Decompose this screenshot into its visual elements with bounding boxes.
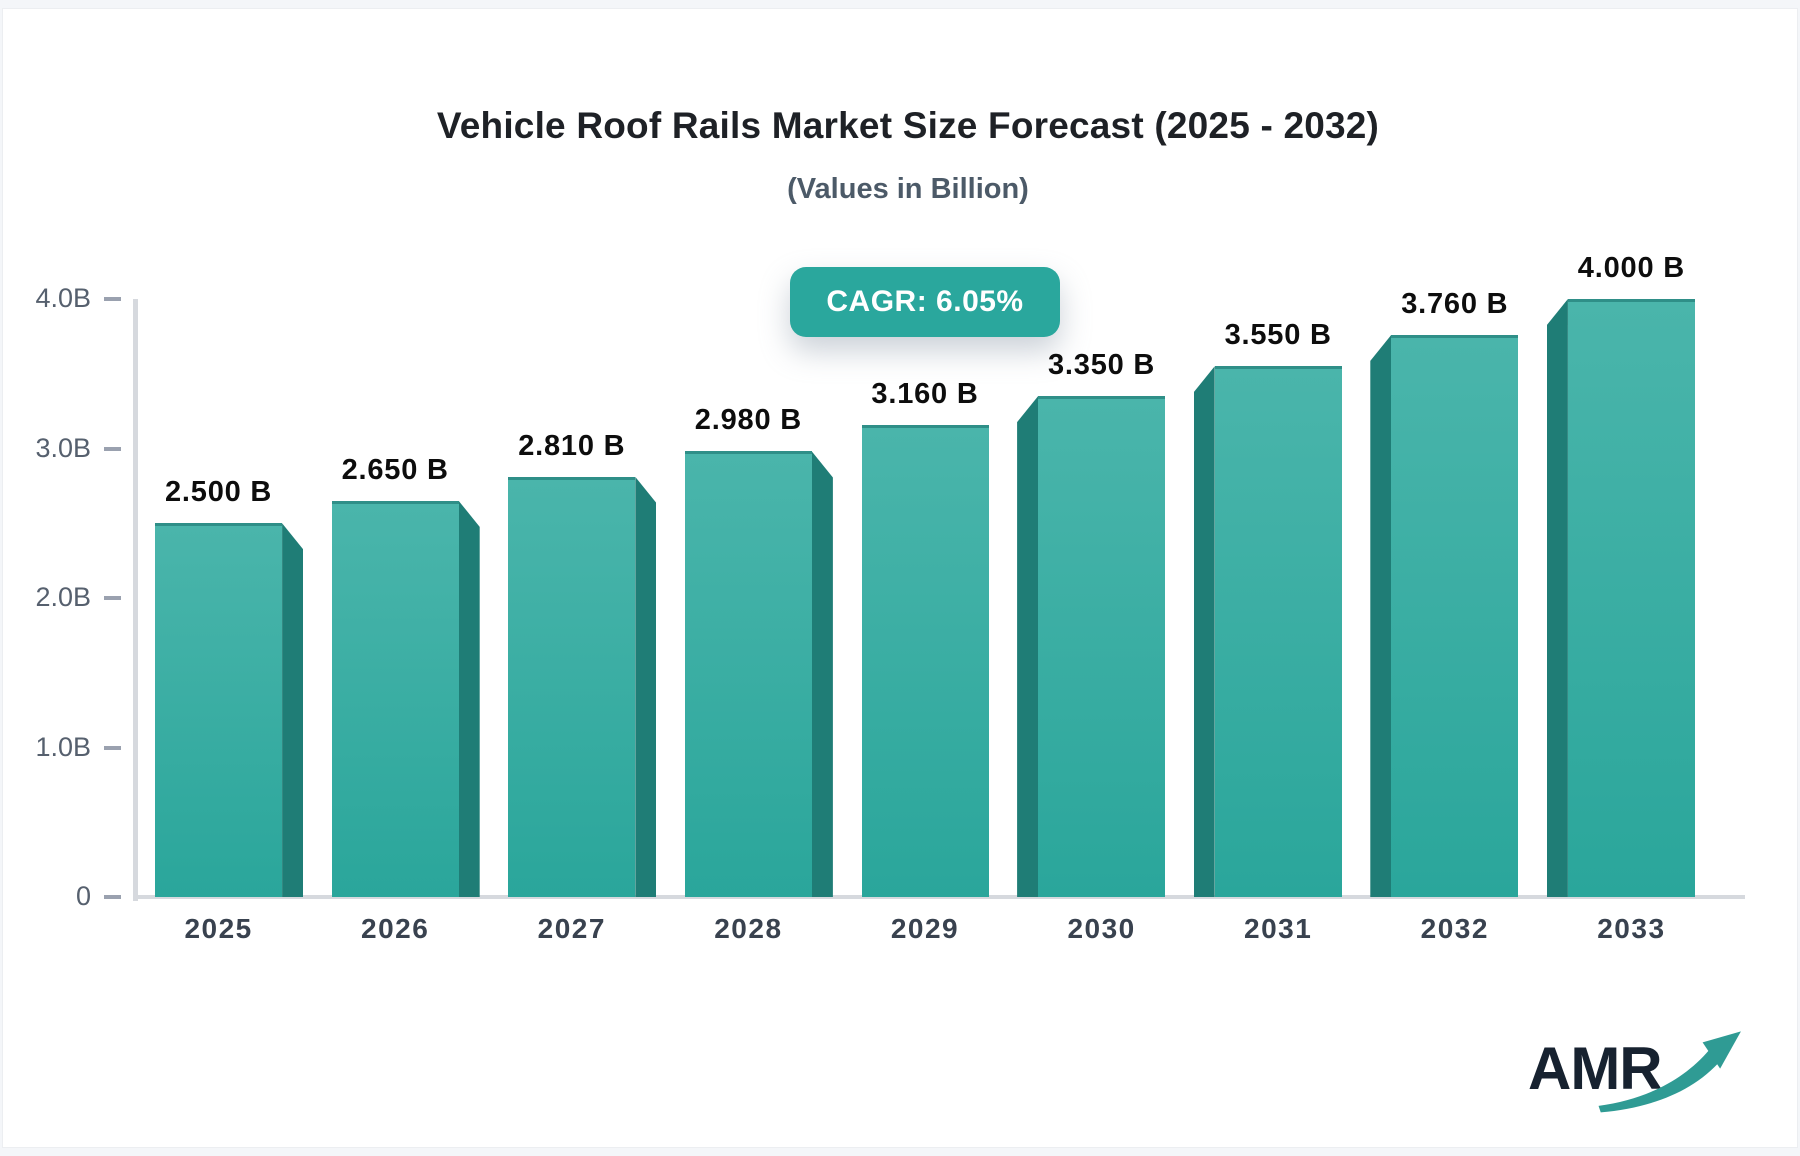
x-tick-label: 2028 xyxy=(714,913,783,944)
bar xyxy=(331,500,459,897)
bar-value-label: 3.350 B xyxy=(1048,349,1156,382)
y-tick-dash xyxy=(104,446,121,451)
y-axis-line xyxy=(133,299,138,901)
amr-logo-text: AMR xyxy=(1528,1035,1663,1102)
bar xyxy=(155,523,283,897)
bar-side-face xyxy=(1017,396,1039,897)
bar-value-label: 3.160 B xyxy=(871,377,979,410)
x-tick-label: 2026 xyxy=(361,913,430,944)
y-tick-dash xyxy=(104,745,121,750)
bar xyxy=(684,451,812,897)
y-tick-dash xyxy=(104,596,121,600)
x-axis-line xyxy=(133,895,1745,899)
y-tick-label: 1.0B xyxy=(35,731,91,762)
x-tick-label: 2032 xyxy=(1420,913,1489,944)
chart-card: Vehicle Roof Rails Market Size Forecast … xyxy=(2,8,1798,1148)
chart-subtitle: (Values in Billion) xyxy=(787,173,1029,205)
bar xyxy=(1567,299,1695,897)
x-tick-label: 2025 xyxy=(184,913,253,944)
bar xyxy=(861,424,989,897)
x-tick-label: 2029 xyxy=(890,913,960,944)
chart-title: Vehicle Roof Rails Market Size Forecast … xyxy=(436,105,1380,146)
bar-side-face xyxy=(635,476,657,897)
y-tick-label: 3.0B xyxy=(35,432,91,463)
bar-side-face xyxy=(1546,299,1568,897)
bar-value-label: 2.980 B xyxy=(694,404,802,437)
bar xyxy=(1214,366,1342,897)
y-tick-label: 4.0B xyxy=(35,283,91,313)
cagr-badge-label: CAGR: 6.05% xyxy=(826,285,1024,318)
bar-value-label: 3.550 B xyxy=(1224,319,1332,352)
bar-side-face xyxy=(811,451,833,897)
bar-value-label: 2.500 B xyxy=(165,476,273,509)
bar-side-face xyxy=(1370,334,1392,897)
bar-value-label: 2.650 B xyxy=(341,453,449,486)
y-tick-dash xyxy=(104,297,121,301)
plot-area: 4.0B 3.0B 2.0B 1.0B 0 2.500 B 2025 2.650 B 2026 2… xyxy=(3,9,1800,1156)
bar xyxy=(1038,396,1166,897)
x-tick-label: 2030 xyxy=(1067,913,1136,944)
amr-logo: AMR xyxy=(1528,1031,1758,1125)
x-tick-label: 2027 xyxy=(537,913,606,944)
bar-side-face xyxy=(1193,366,1215,897)
amr-logo-arrow-icon xyxy=(1598,1031,1741,1113)
x-tick-label: 2033 xyxy=(1597,913,1666,944)
bar xyxy=(1391,334,1519,897)
bar-value-label: 2.810 B xyxy=(518,429,626,462)
bar-value-label: 4.000 B xyxy=(1577,252,1685,284)
bar-side-face xyxy=(458,500,480,897)
y-tick-dash xyxy=(104,895,121,899)
cagr-badge: CAGR: 6.05% xyxy=(790,267,1060,337)
bar xyxy=(508,476,636,897)
bar-side-face xyxy=(282,523,304,897)
y-tick-label: 0 xyxy=(75,881,91,911)
x-tick-label: 2031 xyxy=(1244,913,1313,944)
bar-value-label: 3.760 B xyxy=(1401,287,1509,320)
y-tick-label: 2.0B xyxy=(35,582,91,612)
